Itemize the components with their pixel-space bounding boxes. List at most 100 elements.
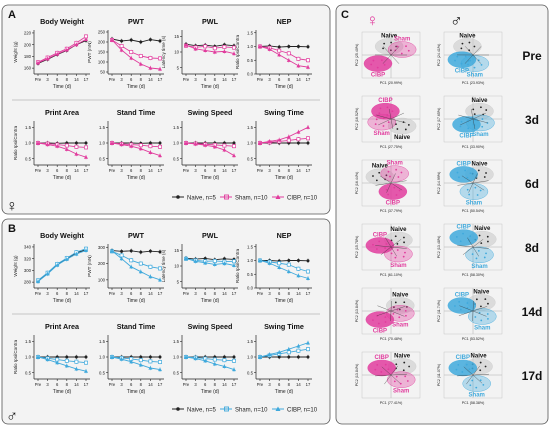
pca-point (403, 362, 405, 364)
data-point (297, 142, 300, 145)
pca-point (387, 368, 389, 370)
y-tick-label: 220 (24, 31, 32, 36)
x-axis-label: Time (d) (127, 389, 146, 395)
x-tick-label: Pre (109, 382, 116, 387)
y-tick-label: 0.5 (247, 58, 254, 63)
pca-y-label: PC2 (14.99%) (437, 172, 441, 195)
x-axis-label: Time (d) (127, 84, 146, 90)
y-tick-label: 1.0 (173, 141, 180, 146)
data-point (287, 52, 290, 55)
data-point (307, 356, 310, 359)
pca-label-cibp: CIBP (457, 161, 471, 167)
x-axis-label: Time (d) (201, 84, 220, 90)
pca-point (478, 250, 480, 252)
x-tick-label: 14 (296, 291, 301, 296)
pca-label-sham: Sham (387, 161, 403, 167)
x-tick-label: Pre (109, 168, 116, 173)
pca-label-naive: Naive (471, 98, 488, 104)
pca-point (485, 172, 487, 174)
pca-point (408, 124, 410, 126)
legend-a-cibp: CIBP, n=10 (287, 196, 318, 202)
y-tick-label: 1.0 (173, 355, 180, 360)
panel-b-letter: B (8, 223, 16, 235)
data-point (278, 46, 281, 49)
pca-ellipse-cibp (449, 360, 477, 376)
pca-label-cibp: CIBP (378, 98, 392, 104)
pca-point (392, 110, 394, 112)
y-axis-label: Ratio Ipsi/Contra (235, 248, 240, 283)
pca-point (405, 310, 407, 312)
pca-label-sham: Sham (394, 37, 410, 43)
pca-point (376, 248, 378, 250)
pca-point (405, 45, 407, 47)
x-tick-label: 17 (84, 291, 89, 296)
y-axis-label: Weight (g) (13, 255, 18, 277)
chart-title: Print Area (45, 108, 80, 117)
data-point (65, 144, 68, 147)
y-tick-label: 100 (98, 277, 106, 282)
y-tick-label: 15 (174, 34, 179, 39)
y-tick-label: 1.5 (173, 125, 180, 130)
pca-point (376, 179, 378, 181)
pca-point (458, 301, 460, 303)
chart-title: Swing Time (264, 108, 304, 117)
pca-point (389, 176, 391, 178)
x-tick-label: 14 (148, 382, 153, 387)
pca-x-label: PC1 (50.54%) (462, 209, 485, 213)
y-tick-label: 280 (24, 280, 32, 285)
legend-b-sham: Sham, n=10 (235, 408, 268, 414)
pca-ellipse-cibp (453, 116, 481, 132)
data-point (223, 45, 226, 48)
pca-label-naive: Naive (474, 226, 491, 232)
x-tick-label: 14 (222, 77, 227, 82)
x-tick-label: Pre (257, 291, 264, 296)
pca-row-label: 3d (525, 113, 539, 127)
chart-title: PWT (128, 17, 145, 26)
chart-title: NEP (277, 231, 292, 240)
data-point (120, 250, 123, 253)
pca-ellipse-cibp (379, 184, 407, 200)
y-tick-label: 10 (174, 50, 179, 55)
pca-point (474, 187, 476, 189)
y-axis-label: Latency time (s) (161, 35, 166, 68)
y-tick-label: 320 (24, 256, 32, 261)
y-axis-label: Weight (g) (13, 41, 18, 63)
pca-x-label: PC1 (77.41%) (380, 401, 403, 405)
pca-point (397, 249, 399, 251)
data-point (233, 356, 236, 359)
y-tick-label: 10 (174, 264, 179, 269)
y-tick-label: 1.5 (173, 339, 180, 344)
pca-point (403, 241, 405, 243)
x-tick-label: 17 (158, 168, 163, 173)
legend-b-naive: Naive, n=5 (187, 408, 217, 414)
x-axis-label: Time (d) (275, 175, 294, 181)
y-tick-label: 1.0 (25, 141, 32, 146)
pca-point (472, 253, 474, 255)
pca-point (405, 129, 407, 131)
pca-point (401, 53, 403, 55)
data-point (297, 356, 300, 359)
pca-ellipse-cibp (448, 298, 476, 314)
chart-title: Swing Speed (188, 108, 233, 117)
x-tick-label: 14 (296, 382, 301, 387)
y-tick-label: 200 (98, 40, 106, 45)
pca-point (482, 118, 484, 120)
y-tick-label: 300 (98, 245, 106, 250)
pca-point (382, 48, 384, 50)
data-point (158, 360, 161, 363)
x-tick-label: Pre (183, 168, 190, 173)
data-point (139, 54, 142, 57)
pca-point (408, 366, 410, 368)
pca-point (484, 176, 486, 178)
pca-point (467, 177, 469, 179)
pca-point (372, 175, 374, 177)
y-tick-label: 1.0 (25, 355, 32, 360)
pca-point (396, 376, 398, 378)
x-axis-label: Time (d) (201, 389, 220, 395)
pca-point (480, 362, 482, 364)
pca-row-label: 6d (525, 177, 539, 191)
x-tick-label: 14 (74, 291, 79, 296)
x-tick-label: 17 (306, 168, 311, 173)
pca-point (478, 59, 480, 61)
pca-point (480, 305, 482, 307)
